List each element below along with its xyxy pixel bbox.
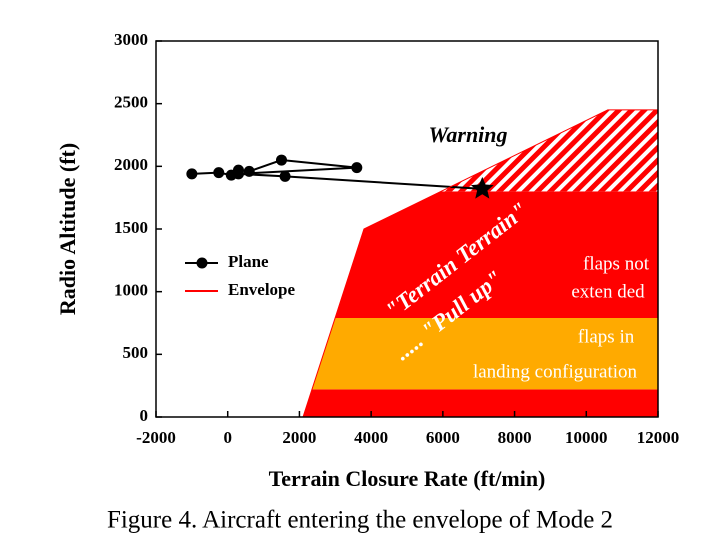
legend-label: Plane	[228, 252, 269, 271]
x-tick-label: 0	[223, 428, 232, 447]
series-line	[302, 109, 658, 418]
y-tick-label: 3000	[114, 30, 148, 49]
x-tick-label: 4000	[354, 428, 388, 447]
y-tick-label: 0	[140, 406, 149, 425]
y-tick-label: 500	[123, 343, 149, 362]
x-tick-label: -2000	[136, 428, 176, 447]
marker	[232, 168, 244, 180]
y-axis-label: Radio Altitude (ft)	[55, 143, 80, 315]
envelope-region	[303, 389, 658, 417]
y-tick-label: 1000	[114, 281, 148, 300]
x-axis-label: Terrain Closure Rate (ft/min)	[269, 466, 546, 491]
y-tick-label: 1500	[114, 218, 148, 237]
y-tick-label: 2500	[114, 93, 148, 112]
caption: Figure 4. Aircraft entering the envelope…	[107, 507, 613, 534]
series-line	[191, 159, 483, 190]
marker	[279, 170, 291, 182]
annotation: exten ded	[571, 281, 645, 302]
x-tick-label: 6000	[426, 428, 460, 447]
annotation: landing configuration	[473, 361, 638, 382]
envelope-region	[441, 109, 658, 192]
legend-label: Envelope	[228, 280, 296, 299]
marker	[351, 162, 363, 174]
star-marker	[470, 176, 494, 199]
marker	[186, 168, 198, 180]
marker	[213, 167, 225, 179]
x-tick-label: 12000	[637, 428, 680, 447]
x-tick-label: 2000	[282, 428, 316, 447]
plot-frame	[155, 40, 659, 418]
annotation: flaps in	[578, 326, 635, 347]
y-tick-label: 2000	[114, 155, 148, 174]
marker	[243, 165, 255, 177]
marker	[276, 154, 287, 166]
annotation: Warning	[428, 122, 507, 147]
envelope-region	[311, 317, 658, 390]
x-tick-label: 10000	[565, 428, 608, 447]
legend-marker	[196, 257, 208, 269]
envelope-region	[335, 191, 658, 318]
annotation: flaps not	[583, 253, 650, 274]
x-tick-label: 8000	[498, 428, 532, 447]
regions	[303, 109, 658, 417]
